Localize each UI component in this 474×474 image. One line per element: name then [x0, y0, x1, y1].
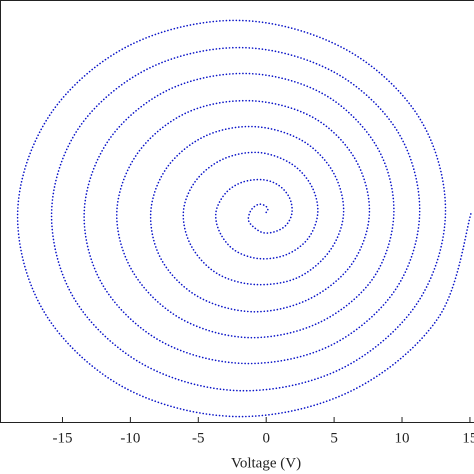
- x-axis-label: Voltage (V): [231, 455, 301, 471]
- x-tick-label: 5: [330, 430, 338, 446]
- x-tick-label: -15: [52, 430, 72, 446]
- x-tick-label: 15: [462, 430, 474, 446]
- x-tick-label: 10: [395, 430, 410, 446]
- trajectory: [16, 19, 473, 418]
- x-tick-label: -10: [120, 430, 140, 446]
- x-tick-label: -5: [192, 430, 205, 446]
- x-tick-label: 0: [262, 430, 270, 446]
